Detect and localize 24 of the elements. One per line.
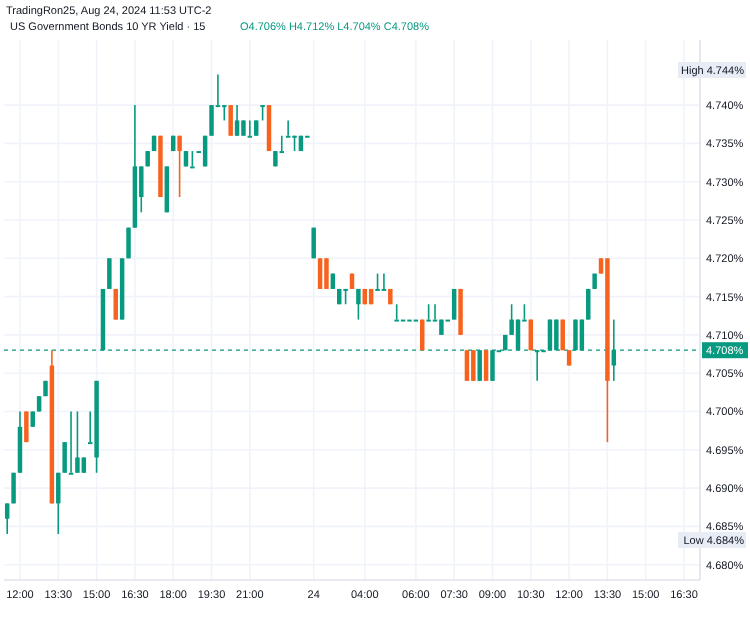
- candlestick: [222, 104, 227, 122]
- candlestick: [75, 410, 80, 474]
- candlestick: [164, 165, 170, 214]
- candlestick: [458, 288, 463, 336]
- candlestick: [113, 288, 118, 321]
- candlestick: [4, 502, 10, 535]
- candlestick: [464, 349, 470, 382]
- candlestick: [177, 134, 182, 198]
- candlestick: [483, 349, 489, 382]
- candlestick: [228, 104, 233, 137]
- candlestick: [471, 349, 476, 382]
- candlestick: [209, 104, 214, 137]
- candlestick: [317, 257, 323, 290]
- candlestick: [234, 104, 240, 137]
- candlestick: [107, 257, 112, 290]
- candlestick: [451, 288, 457, 321]
- candlestick: [56, 471, 61, 535]
- candlestick: [266, 104, 272, 152]
- candlestick: [24, 410, 29, 443]
- candlestick: [17, 410, 23, 474]
- candlestick: [356, 288, 361, 321]
- candlestick: [586, 288, 591, 321]
- candlestick: [611, 318, 617, 382]
- candlestick: [324, 257, 329, 290]
